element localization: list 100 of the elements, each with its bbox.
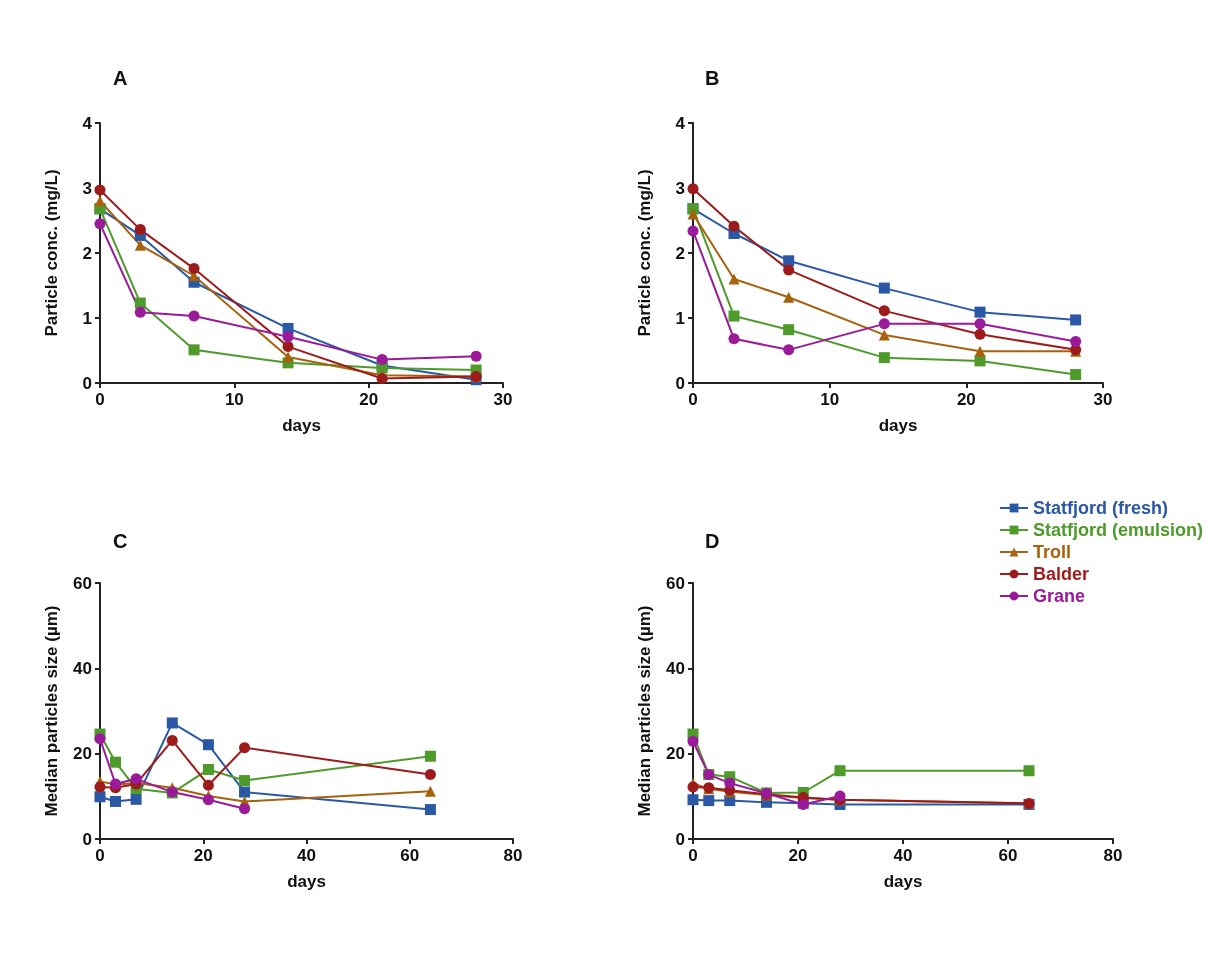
chart-title: D	[705, 530, 720, 552]
point	[94, 733, 106, 745]
point	[974, 318, 986, 330]
y-axis-title: Particle conc. (mg/L)	[42, 169, 61, 337]
point	[728, 333, 740, 345]
y-tick-label: 0	[82, 373, 92, 393]
x-tick-label: 60	[998, 846, 1018, 865]
x-tick-label: 0	[688, 846, 698, 865]
y-tick-label: 3	[82, 178, 92, 198]
y-axis-title: Particle conc. (mg/L)	[635, 169, 654, 337]
x-tick-label: 80	[503, 846, 523, 865]
point	[687, 208, 699, 220]
point	[166, 717, 178, 729]
y-tick-label: 0	[675, 373, 685, 393]
point	[974, 345, 986, 357]
y-tick-label: 1	[675, 308, 685, 328]
x-tick-label: 60	[400, 846, 420, 865]
point	[424, 804, 436, 816]
x-tick-label: 40	[893, 846, 913, 865]
point	[376, 354, 388, 366]
point	[94, 184, 106, 196]
x-axis-title: days	[878, 416, 918, 435]
point	[728, 220, 740, 232]
point	[834, 790, 846, 802]
point	[878, 305, 890, 317]
point	[188, 344, 200, 356]
point	[783, 291, 795, 303]
point	[878, 352, 890, 364]
point	[687, 735, 699, 747]
point	[134, 239, 146, 251]
point	[130, 793, 142, 805]
point	[878, 329, 890, 341]
y-tick-label: 20	[73, 744, 92, 764]
point	[703, 795, 715, 807]
y-tick-label: 0	[82, 829, 92, 849]
chart-title: A	[113, 67, 128, 89]
x-tick-label: 40	[297, 846, 316, 865]
x-tick-label: 20	[359, 390, 379, 409]
point	[728, 310, 740, 322]
point	[1023, 765, 1035, 777]
point	[783, 344, 795, 356]
x-tick-label: 80	[1103, 846, 1123, 865]
point	[282, 331, 294, 343]
y-tick-label: 60	[73, 573, 92, 593]
legend-label: Troll	[1033, 542, 1072, 562]
x-axis-title: days	[883, 872, 923, 891]
point	[424, 750, 436, 762]
x-tick-label: 20	[788, 846, 808, 865]
y-axis-title: Median particles size (µm)	[42, 605, 61, 817]
point	[188, 263, 200, 275]
point	[94, 791, 106, 803]
x-axis-title: days	[282, 416, 321, 435]
y-tick-label: 20	[666, 744, 685, 764]
point	[202, 779, 214, 791]
legend-label: Statfjord (emulsion)	[1033, 520, 1204, 540]
legend-label: Statfjord (fresh)	[1033, 498, 1169, 518]
point	[239, 775, 251, 787]
x-tick-label: 0	[688, 390, 698, 409]
legend-label: Balder	[1033, 564, 1090, 584]
point	[728, 273, 740, 285]
point	[239, 742, 251, 754]
y-tick-label: 4	[82, 113, 93, 133]
y-tick-label: 40	[73, 658, 92, 678]
point	[202, 739, 214, 751]
point	[134, 306, 146, 318]
point	[1070, 335, 1082, 347]
point	[239, 786, 251, 798]
x-tick-label: 0	[95, 390, 105, 409]
y-tick-label: 0	[675, 829, 685, 849]
point	[134, 224, 146, 236]
point	[783, 264, 795, 276]
point	[783, 255, 795, 267]
point	[94, 781, 106, 793]
point	[687, 183, 699, 195]
point	[282, 341, 294, 353]
y-tick-label: 2	[675, 243, 685, 263]
point	[166, 734, 178, 746]
point	[424, 769, 436, 781]
point	[130, 773, 142, 785]
x-tick-label: 0	[95, 846, 105, 865]
chart-title: C	[113, 530, 128, 552]
point	[974, 328, 986, 340]
y-tick-label: 60	[666, 573, 685, 593]
point	[1070, 314, 1082, 326]
point	[834, 765, 846, 777]
x-tick-label: 30	[1093, 390, 1113, 409]
point	[424, 785, 436, 797]
point	[724, 777, 736, 789]
point	[687, 794, 699, 806]
point	[282, 351, 294, 363]
point	[94, 195, 106, 207]
y-tick-label: 2	[82, 243, 92, 263]
point	[687, 225, 699, 237]
point	[202, 794, 214, 806]
x-axis-title: days	[287, 872, 326, 891]
x-tick-label: 10	[224, 390, 244, 409]
y-tick-label: 40	[666, 658, 685, 678]
y-tick-label: 4	[675, 113, 686, 133]
point	[94, 218, 106, 230]
x-tick-label: 20	[193, 846, 213, 865]
